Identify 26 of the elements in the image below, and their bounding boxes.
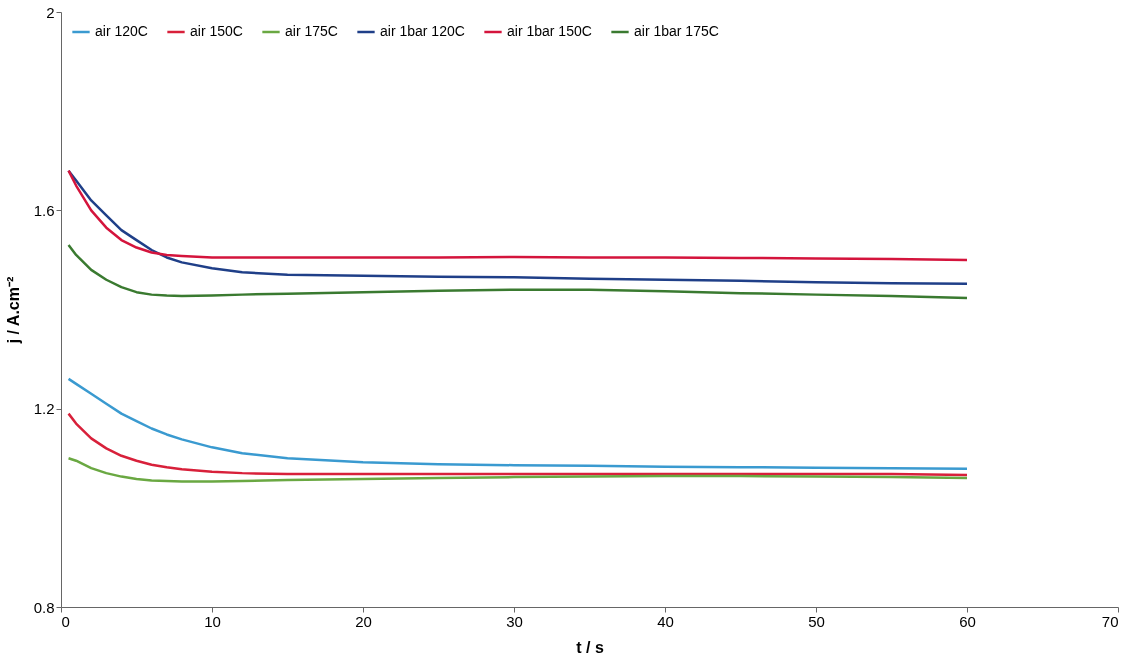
- y-tick-label: 2: [46, 3, 55, 21]
- legend-label: air 1bar 120C: [380, 23, 465, 39]
- x-tick-label: 30: [506, 612, 523, 630]
- y-tick-label: 1.6: [33, 201, 55, 219]
- y-tick-label: 0.8: [33, 598, 55, 616]
- legend-label: air 150C: [190, 23, 243, 39]
- x-tick-label: 50: [808, 612, 825, 630]
- x-tick-label: 10: [204, 612, 221, 630]
- x-tick-label: 70: [1101, 612, 1119, 630]
- x-tick-label: 60: [959, 612, 976, 630]
- line-series: [67, 169, 969, 262]
- line-series: [67, 457, 969, 483]
- line-series: [67, 377, 969, 470]
- legend-label: air 120C: [95, 23, 148, 39]
- x-tick-label: 40: [657, 612, 674, 630]
- legend-label: air 175C: [285, 23, 338, 39]
- legend-label: air 1bar 175C: [634, 23, 719, 39]
- x-tick-label: 0: [61, 612, 70, 630]
- y-tick-label: 1.2: [33, 400, 55, 418]
- x-tick-label: 20: [355, 612, 372, 630]
- legend-label: air 1bar 150C: [507, 23, 592, 39]
- line-series: [67, 169, 969, 285]
- line-series: [67, 412, 969, 477]
- x-axis-title: t / s: [576, 638, 604, 656]
- line-series: [67, 243, 969, 300]
- y-axis-title: j / A.cm⁻²: [4, 276, 22, 345]
